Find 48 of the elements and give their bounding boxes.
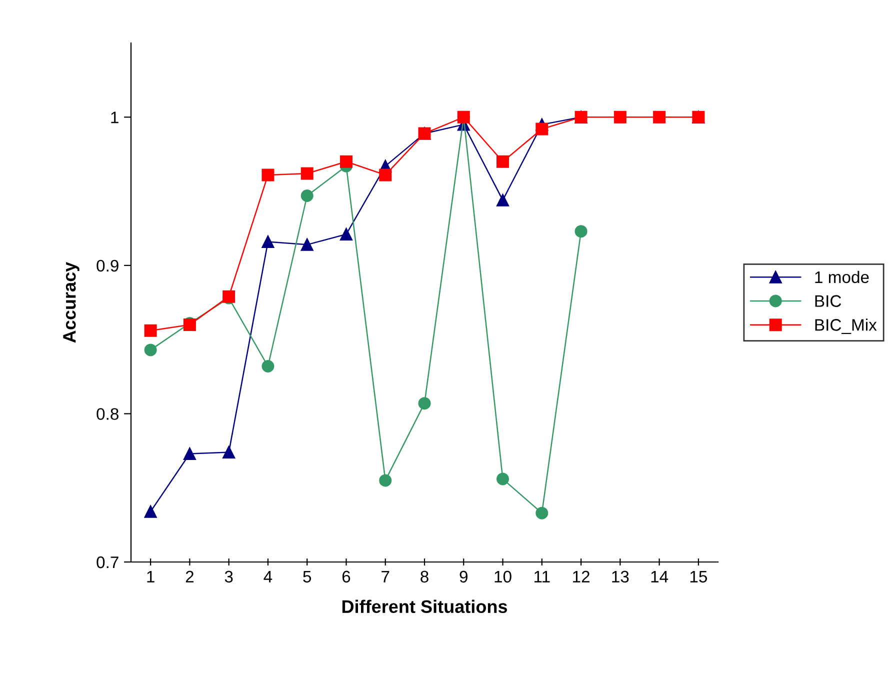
x-tick-label: 2 — [186, 570, 194, 582]
x-tick-label: 3 — [224, 570, 233, 583]
x-tick-label: 7 — [382, 570, 390, 582]
y-tick-label: 0.8 — [96, 408, 118, 420]
x-tick-label: 4 — [264, 570, 272, 582]
point — [536, 506, 548, 520]
point — [418, 397, 431, 410]
point — [144, 344, 157, 356]
x-tick-label: 14 — [651, 570, 668, 582]
legend-label: BIC_Mix — [815, 318, 877, 334]
point — [653, 110, 666, 124]
x-tick-label: 11 — [534, 570, 550, 582]
point — [144, 324, 157, 337]
point — [574, 225, 588, 238]
point — [340, 228, 352, 241]
x-tick-label: 8 — [420, 570, 428, 583]
y-tick-label: 1 — [111, 112, 118, 124]
x-tick-label: 10 — [494, 570, 512, 583]
point — [183, 448, 196, 460]
x-tick-label: 13 — [612, 570, 629, 583]
point — [262, 168, 274, 182]
point — [262, 360, 274, 373]
y-tick-label: 0.7 — [96, 556, 118, 568]
point — [496, 155, 510, 168]
y-axis-title: Accuracy — [63, 262, 80, 343]
point — [222, 446, 236, 459]
x-tick-label: 15 — [690, 570, 708, 583]
point — [262, 235, 274, 248]
point — [536, 122, 548, 136]
point — [379, 474, 392, 487]
x-tick-label: 1 — [147, 570, 154, 582]
legend-label: 1 mode — [815, 270, 869, 284]
x-tick-label: 9 — [460, 570, 468, 583]
point — [496, 472, 510, 486]
x-tick-label: 6 — [342, 570, 350, 583]
legend-label: BIC — [815, 295, 842, 307]
point — [144, 505, 157, 518]
y-tick-label: 0.9 — [96, 260, 118, 272]
point — [340, 155, 352, 168]
x-tick-label: 12 — [573, 570, 590, 582]
x-tick-label: 5 — [303, 570, 312, 583]
point — [614, 110, 626, 124]
point — [300, 238, 314, 251]
x-axis-title: Different Situations — [342, 600, 508, 614]
point — [496, 194, 510, 206]
point — [300, 189, 314, 202]
point — [300, 167, 314, 180]
point — [379, 168, 392, 182]
